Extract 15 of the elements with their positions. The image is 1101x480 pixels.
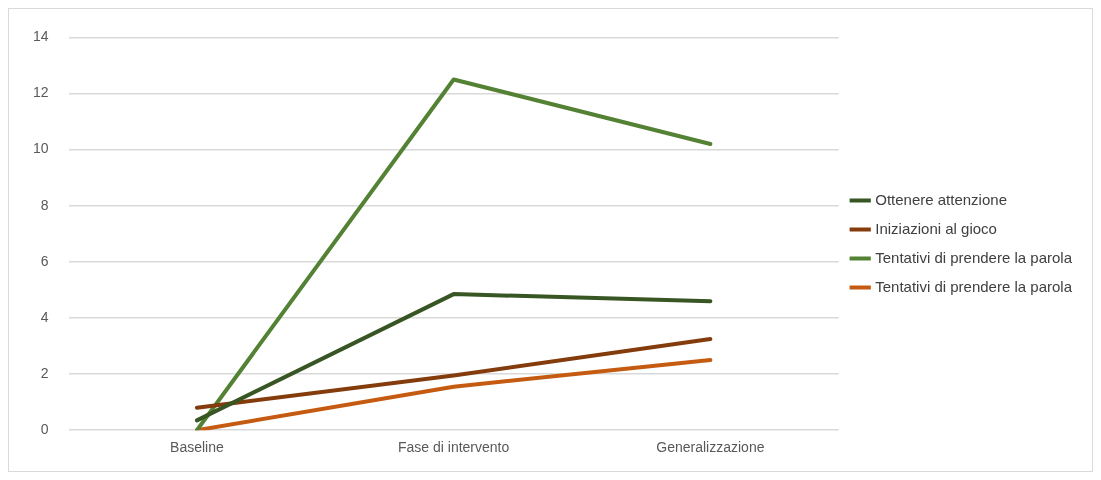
x-tick-label: Baseline [170, 439, 224, 456]
y-tick-label: 10 [32, 140, 49, 157]
y-tick-label: 6 [40, 252, 49, 269]
y-tick-label: 0 [40, 421, 49, 438]
y-tick-label: 8 [40, 196, 49, 213]
legend-label: Iniziazioni al gioco [875, 219, 997, 237]
x-tick-label: Generalizzazione [656, 439, 765, 456]
legend-label: Tentativi di prendere la parola [875, 248, 1073, 266]
y-tick-label: 14 [32, 28, 49, 45]
y-tick-label: 12 [32, 84, 49, 101]
x-tick-label: Fase di intervento [397, 439, 510, 456]
y-tick-label: 4 [40, 308, 49, 325]
legend-label: Tentativi di prendere la parola [875, 277, 1073, 295]
legend-label: Ottenere attenzione [875, 190, 1007, 208]
y-tick-label: 2 [40, 364, 49, 381]
